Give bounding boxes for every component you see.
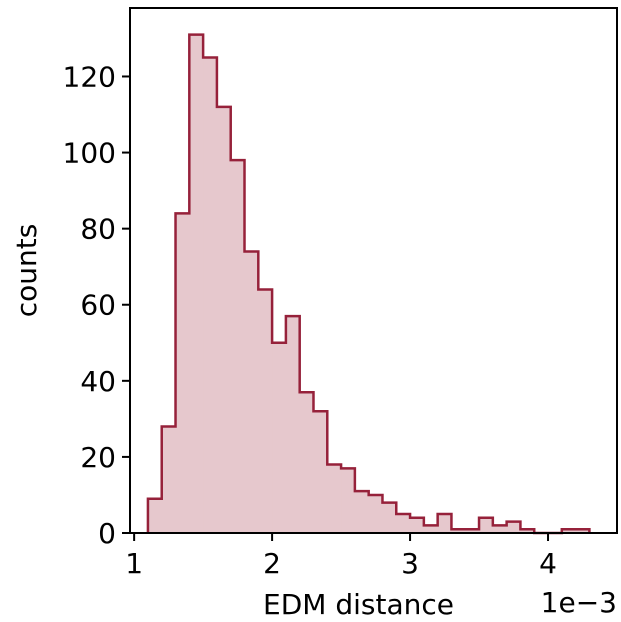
histogram-bar xyxy=(396,513,411,533)
histogram-bar xyxy=(216,106,232,534)
histogram-bar xyxy=(258,289,273,533)
y-tick-label: 80 xyxy=(80,213,116,246)
histogram-bar xyxy=(327,464,342,533)
histogram-bar xyxy=(354,491,370,533)
y-axis-label: counts xyxy=(10,224,43,318)
histogram-bar xyxy=(147,498,163,533)
histogram-bar xyxy=(244,251,259,533)
x-axis-offset-label: 1e−3 xyxy=(541,586,617,619)
x-axis: 1 2 3 4 xyxy=(125,533,557,580)
histogram-bar xyxy=(313,411,328,533)
histogram-bar xyxy=(410,517,425,533)
y-tick-label: 40 xyxy=(80,365,116,398)
histogram-bar xyxy=(382,502,397,533)
histogram-bar xyxy=(341,468,356,533)
x-tick-label: 4 xyxy=(539,547,557,580)
y-tick-label: 20 xyxy=(80,441,116,474)
histogram-bar xyxy=(175,213,190,533)
x-tick-label: 1 xyxy=(125,547,143,580)
histogram-bar xyxy=(492,525,508,533)
histogram-bar xyxy=(368,494,383,533)
histogram-outline xyxy=(146,33,591,535)
x-axis-label: EDM distance xyxy=(263,588,454,621)
histogram-bar xyxy=(465,529,480,533)
histogram-bar xyxy=(575,529,590,533)
histogram-bar xyxy=(451,529,466,533)
histogram-bar xyxy=(479,517,494,533)
histogram-bar xyxy=(230,160,246,533)
histogram-bar xyxy=(299,392,314,533)
y-tick-label: 60 xyxy=(80,289,116,322)
plot-frame xyxy=(129,7,618,534)
histogram-bar xyxy=(272,342,287,533)
y-tick-label: 120 xyxy=(63,60,116,93)
y-tick-label: 100 xyxy=(63,137,116,170)
plot-area xyxy=(146,33,591,535)
x-tick-label: 3 xyxy=(401,547,419,580)
histogram-bar xyxy=(506,521,521,533)
y-tick-label: 0 xyxy=(98,517,116,550)
histogram-bar xyxy=(437,513,452,533)
histogram-bar xyxy=(285,316,301,533)
histogram-bar xyxy=(423,525,439,533)
histogram-bar xyxy=(189,34,204,534)
x-tick-label: 2 xyxy=(263,547,281,580)
histogram-bar xyxy=(203,57,218,534)
histogram-bar xyxy=(520,529,535,533)
histogram-bar xyxy=(561,529,577,533)
y-axis: 0 20 40 60 80 100 120 xyxy=(63,60,130,550)
histogram-bar xyxy=(161,426,177,533)
